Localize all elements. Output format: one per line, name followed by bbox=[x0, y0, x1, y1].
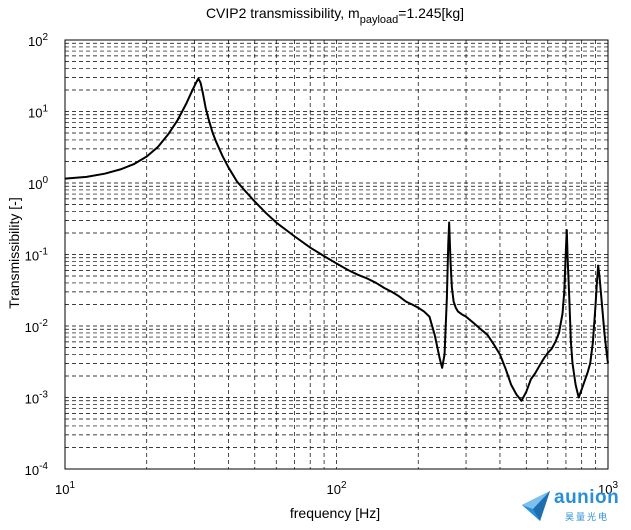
plot-frame bbox=[64, 39, 609, 470]
y-tick-exponent: -2 bbox=[39, 318, 48, 329]
y-tick-label: 102 bbox=[28, 32, 48, 49]
brand-logo: aunion 昊量光电 bbox=[521, 487, 626, 527]
y-tick-exponent: 2 bbox=[42, 32, 48, 43]
y-axis-label: Transmissibility [-] bbox=[6, 197, 22, 309]
y-tick-base: 10 bbox=[25, 320, 39, 335]
chart-title-main: CVIP2 transmissibility, m bbox=[206, 5, 360, 21]
y-tick-base: 10 bbox=[28, 34, 42, 49]
x-tick-base: 10 bbox=[598, 482, 612, 497]
x-axis-label: frequency [Hz] bbox=[290, 505, 380, 521]
chart-title-suffix: =1.245[kg] bbox=[398, 5, 464, 21]
x-tick-labels: 101 102 103 bbox=[55, 480, 618, 497]
y-tick-exponent: 1 bbox=[42, 104, 48, 115]
y-tick-base: 10 bbox=[28, 106, 42, 121]
x-tick-base: 10 bbox=[55, 482, 69, 497]
y-tick-base: 10 bbox=[25, 249, 39, 264]
y-tick-label: 10-3 bbox=[25, 390, 49, 407]
series-line bbox=[64, 77, 609, 402]
y-tick-label: 10-4 bbox=[25, 461, 49, 478]
y-tick-base: 10 bbox=[28, 177, 42, 192]
paper-plane-icon bbox=[522, 491, 550, 521]
logo-name: aunion bbox=[554, 487, 620, 508]
y-tick-label: 10-2 bbox=[25, 318, 49, 335]
logo-subtitle: 昊量光电 bbox=[565, 512, 610, 522]
y-tick-label: 10-1 bbox=[25, 247, 49, 264]
y-tick-exponent: -4 bbox=[39, 461, 48, 472]
y-tick-label: 100 bbox=[28, 175, 48, 192]
x-tick-label: 103 bbox=[598, 480, 618, 497]
chart-title: CVIP2 transmissibility, mpayload=1.245[k… bbox=[206, 5, 464, 26]
y-tick-label: 101 bbox=[28, 104, 48, 121]
y-tick-base: 10 bbox=[25, 463, 39, 478]
x-tick-exponent: 3 bbox=[612, 480, 618, 491]
x-tick-exponent: 2 bbox=[341, 480, 347, 491]
x-tick-label: 102 bbox=[326, 480, 346, 497]
x-tick-label: 101 bbox=[55, 480, 75, 497]
chart-title-subscript: payload bbox=[360, 14, 399, 26]
y-tick-exponent: -3 bbox=[39, 390, 48, 401]
y-tick-base: 10 bbox=[25, 392, 39, 407]
grid-lines bbox=[65, 40, 608, 469]
y-tick-exponent: -1 bbox=[39, 247, 48, 258]
x-tick-base: 10 bbox=[326, 482, 340, 497]
series-line-group bbox=[64, 77, 609, 402]
x-tick-exponent: 1 bbox=[69, 480, 75, 491]
y-tick-exponent: 0 bbox=[42, 175, 48, 186]
